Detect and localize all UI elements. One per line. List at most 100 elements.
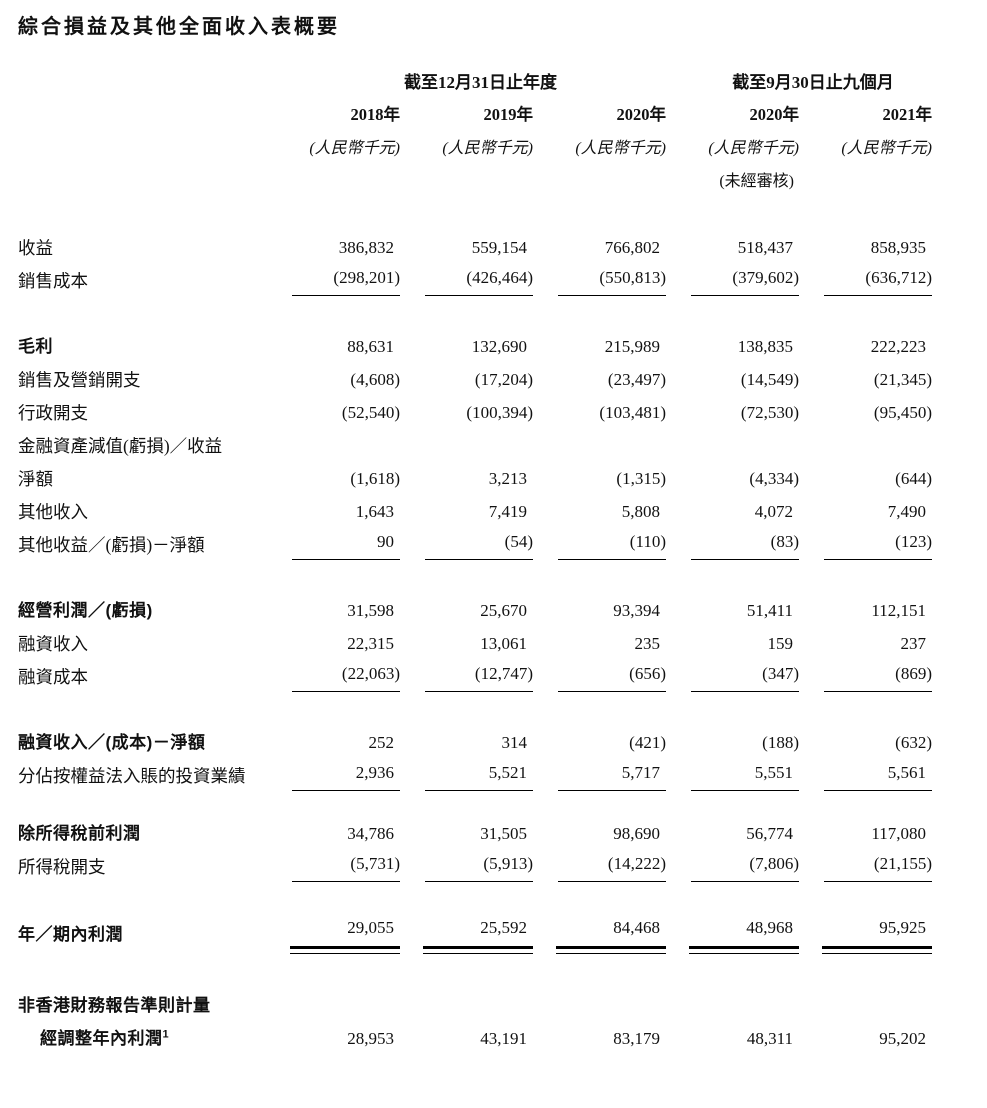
underline-rule bbox=[691, 690, 799, 692]
cell-value: 2,936 bbox=[267, 759, 400, 792]
year-header: 2020年 bbox=[749, 105, 800, 124]
row-label: 年／期內利潤 bbox=[18, 916, 267, 954]
underline-rule bbox=[425, 789, 533, 791]
spacer-cell bbox=[18, 297, 932, 330]
row-label-text: 融資成本 bbox=[18, 666, 88, 687]
cell-value: 5,551 bbox=[666, 759, 799, 792]
year-header: 2018年 bbox=[350, 105, 401, 124]
cell-value: 48,968 bbox=[666, 916, 799, 954]
cell-value: 43,191 bbox=[400, 1023, 533, 1056]
value-text: (123) bbox=[895, 531, 932, 551]
row-label: 收益 bbox=[18, 231, 267, 264]
underline-rule bbox=[691, 558, 799, 560]
row-label: 所得稅開支 bbox=[18, 850, 267, 883]
value-text: (644) bbox=[895, 468, 932, 488]
table-row: 收益 386,832 559,154 766,802 518,437 858,935 bbox=[18, 231, 932, 264]
cell-value: (550,813) bbox=[533, 264, 666, 297]
cell-value: 766,802 bbox=[533, 231, 666, 264]
page-title: 綜合損益及其他全面收入表概要 bbox=[18, 16, 340, 38]
table-header: 截至12月31日止年度 截至9月30日止九個月 2018年 2019年 2020年 202… bbox=[18, 63, 932, 191]
value-text: 28,953 bbox=[347, 1029, 394, 1048]
value-text: 159 bbox=[767, 633, 794, 653]
table-row: 融資收入 22,315 13,061 235 159 237 bbox=[18, 627, 932, 660]
value-text: 7,419 bbox=[488, 501, 527, 521]
cell-value: (21,345) bbox=[799, 363, 932, 396]
value-text: (379,602) bbox=[732, 267, 799, 287]
row-label-text: 除所得稅前利潤 bbox=[18, 823, 141, 843]
column-group-annual: 截至12月31日止年度 bbox=[267, 63, 666, 93]
value-text: (17,204) bbox=[474, 369, 533, 389]
unaudited-note: (未經審核) bbox=[719, 173, 794, 190]
value-text: 43,191 bbox=[480, 1029, 527, 1048]
underline-rule bbox=[558, 789, 666, 791]
spacer-cell bbox=[18, 561, 932, 594]
cell-value bbox=[400, 429, 533, 462]
cell-value: (54) bbox=[400, 528, 533, 561]
cell-value bbox=[666, 429, 799, 462]
spacer-row bbox=[18, 561, 932, 594]
double-underline-rule bbox=[423, 946, 533, 954]
cell-value: (23,497) bbox=[533, 363, 666, 396]
value-text: (421) bbox=[629, 732, 666, 752]
table-row: 其他收入 1,643 7,419 5,808 4,072 7,490 bbox=[18, 495, 932, 528]
row-label-text: 銷售成本 bbox=[18, 270, 88, 291]
underline-rule bbox=[292, 690, 400, 692]
cell-value: (72,530) bbox=[666, 396, 799, 429]
currency-unit-header: (人民幣千元) bbox=[841, 140, 932, 157]
value-text: 88,631 bbox=[347, 336, 394, 356]
cell-value bbox=[533, 990, 666, 1023]
cell-value: (22,063) bbox=[267, 660, 400, 693]
value-text: 5,521 bbox=[488, 762, 527, 782]
empty-cell bbox=[533, 158, 666, 191]
table-row: 淨額 (1,618) 3,213 (1,315) (4,334) (644) bbox=[18, 462, 932, 495]
row-label-text: 融資收入／(成本)－淨額 bbox=[18, 732, 206, 752]
cell-value: 22,315 bbox=[267, 627, 400, 660]
underline-rule bbox=[824, 880, 932, 882]
underline-rule bbox=[425, 880, 533, 882]
cell-value: 518,437 bbox=[666, 231, 799, 264]
double-underline-rule bbox=[290, 946, 400, 954]
spacer-row bbox=[18, 883, 932, 916]
row-label-text: 其他收益／(虧損)－淨額 bbox=[18, 534, 205, 555]
double-underline-rule bbox=[556, 946, 666, 954]
row-label-text: 金融資產減值(虧損)／收益 bbox=[18, 435, 223, 456]
value-text: (23,497) bbox=[607, 369, 666, 389]
table-row: 經調整年內利潤1 28,953 43,191 83,179 48,311 95,202 bbox=[18, 1023, 932, 1056]
spacer-cell bbox=[18, 883, 932, 916]
value-text: 48,311 bbox=[746, 1029, 793, 1048]
value-text: 95,925 bbox=[879, 918, 926, 937]
cell-value: 5,717 bbox=[533, 759, 666, 792]
value-text: (1,315) bbox=[616, 468, 666, 488]
column-group-nine-months: 截至9月30日止九個月 bbox=[666, 63, 932, 93]
cell-value: (21,155) bbox=[799, 850, 932, 883]
row-label: 銷售及營銷開支 bbox=[18, 363, 267, 396]
year-header-row: 2018年 2019年 2020年 2020年 2021年 bbox=[18, 93, 933, 125]
cell-value: 95,202 bbox=[799, 1023, 932, 1056]
value-text: 215,989 bbox=[604, 336, 660, 356]
value-text: 83,179 bbox=[613, 1029, 660, 1048]
value-text: (4,334) bbox=[749, 468, 799, 488]
value-text: (656) bbox=[629, 663, 666, 683]
value-text: (95,450) bbox=[873, 402, 932, 422]
cell-value: 1,643 bbox=[267, 495, 400, 528]
cell-value: (83) bbox=[666, 528, 799, 561]
currency-unit-header: (人民幣千元) bbox=[708, 140, 799, 157]
cell-value: 98,690 bbox=[533, 817, 666, 850]
value-text: 1,643 bbox=[355, 501, 394, 521]
empty-cell bbox=[18, 158, 267, 191]
table-row: 行政開支 (52,540) (100,394) (103,481) (72,530) (9… bbox=[18, 396, 932, 429]
underline-rule bbox=[558, 294, 666, 296]
value-text: (426,464) bbox=[466, 267, 533, 287]
row-label-text: 毛利 bbox=[18, 336, 53, 356]
value-text: 386,832 bbox=[338, 237, 394, 257]
cell-value: (14,549) bbox=[666, 363, 799, 396]
row-label: 非香港財務報告準則計量 bbox=[18, 990, 267, 1023]
row-label-text: 經營利潤／(虧損) bbox=[18, 600, 153, 620]
value-text: (632) bbox=[895, 732, 932, 752]
value-text: (14,222) bbox=[607, 853, 666, 873]
value-text: 518,437 bbox=[737, 237, 793, 257]
cell-value: 31,598 bbox=[267, 594, 400, 627]
value-text: (22,063) bbox=[341, 663, 400, 683]
underline-rule bbox=[691, 789, 799, 791]
